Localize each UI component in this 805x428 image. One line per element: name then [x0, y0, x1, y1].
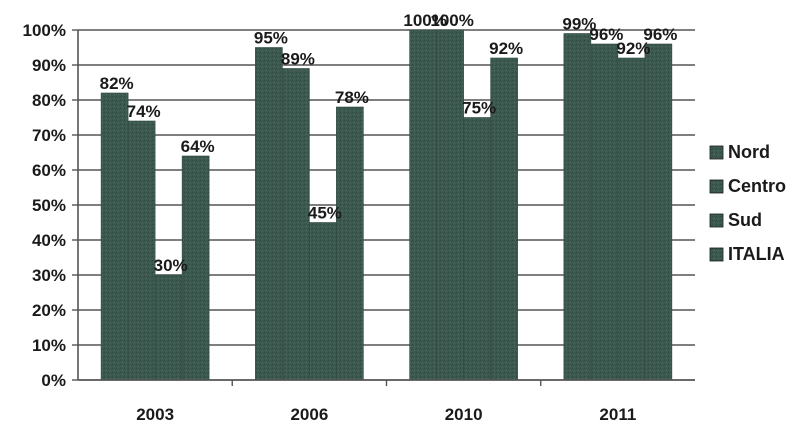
data-label-italia-2010: 92%: [489, 39, 523, 58]
bar-nord-2003: [100, 92, 129, 381]
legend-swatch-nord: [709, 145, 724, 160]
data-label-centro-2010: 100%: [430, 11, 473, 30]
data-label-centro-2006: 89%: [281, 50, 315, 69]
bars: [100, 29, 673, 381]
y-tick-label: 20%: [32, 301, 66, 320]
bar-sud-2011: [617, 57, 646, 381]
x-tick-label: 2003: [136, 405, 174, 424]
y-tick-label: 30%: [32, 266, 66, 285]
data-label-nord-2010: 100%: [403, 11, 446, 30]
bar-italia-2011: [644, 43, 673, 381]
data-label-centro-2011: 96%: [589, 25, 623, 44]
y-axis: 0% 10% 20% 30% 40% 50% 60% 70% 80% 90% 100%: [23, 21, 79, 390]
y-tick-label: 70%: [32, 126, 66, 145]
y-tick-label: 40%: [32, 231, 66, 250]
legend: Nord Centro Sud ITALIA: [709, 142, 786, 264]
bar-italia-2006: [336, 106, 364, 381]
bar-sud-2010: [463, 117, 491, 381]
bar-italia-2003: [181, 155, 210, 381]
data-label-italia-2003: 64%: [181, 137, 215, 156]
x-axis: 2003 2006 2010 2011: [78, 379, 695, 424]
bar-centro-2011: [590, 43, 619, 381]
x-tick-label: 2006: [290, 405, 328, 424]
data-label-nord-2006: 95%: [254, 29, 288, 48]
data-labels: 82% 74% 30% 64% 95% 89% 45% 78% 100%100% 75% 92% 99…: [100, 11, 678, 275]
data-label-italia-2011: 96%: [643, 25, 677, 44]
y-tick-label: 80%: [32, 91, 66, 110]
bar-italia-2010: [490, 57, 518, 381]
y-tick-label: 100%: [23, 21, 66, 40]
data-label-sud-2003: 30%: [154, 256, 188, 275]
legend-label-centro: Centro: [728, 176, 786, 196]
bar-sud-2003: [154, 274, 183, 381]
bar-sud-2006: [309, 222, 337, 381]
legend-swatch-centro: [709, 179, 724, 194]
legend-label-nord: Nord: [728, 142, 770, 162]
y-tick-label: 10%: [32, 336, 66, 355]
legend-label-sud: Sud: [728, 210, 762, 230]
data-label-sud-2006: 45%: [308, 204, 342, 223]
bar-centro-2010: [436, 29, 464, 381]
y-tick-label: 90%: [32, 56, 66, 75]
bar-nord-2010: [409, 29, 437, 381]
bar-centro-2006: [282, 68, 310, 381]
data-label-nord-2011: 99%: [562, 15, 596, 34]
bar-centro-2003: [127, 120, 156, 381]
y-tick-label: 0%: [41, 371, 66, 390]
legend-swatch-italia: [709, 247, 724, 262]
legend-swatch-sud: [709, 213, 724, 228]
x-tick-label: 2010: [445, 405, 483, 424]
bar-nord-2011: [563, 33, 592, 381]
data-label-italia-2006: 78%: [335, 88, 369, 107]
y-tick-label: 60%: [32, 161, 66, 180]
data-label-sud-2010: 75%: [462, 99, 496, 118]
data-label-centro-2003: 74%: [127, 102, 161, 121]
data-label-sud-2011: 92%: [616, 39, 650, 58]
x-tick-label: 2011: [599, 405, 636, 424]
legend-label-italia: ITALIA: [728, 244, 785, 264]
data-label-nord-2003: 82%: [100, 74, 134, 93]
y-tick-label: 50%: [32, 196, 66, 215]
bar-nord-2006: [255, 47, 283, 381]
